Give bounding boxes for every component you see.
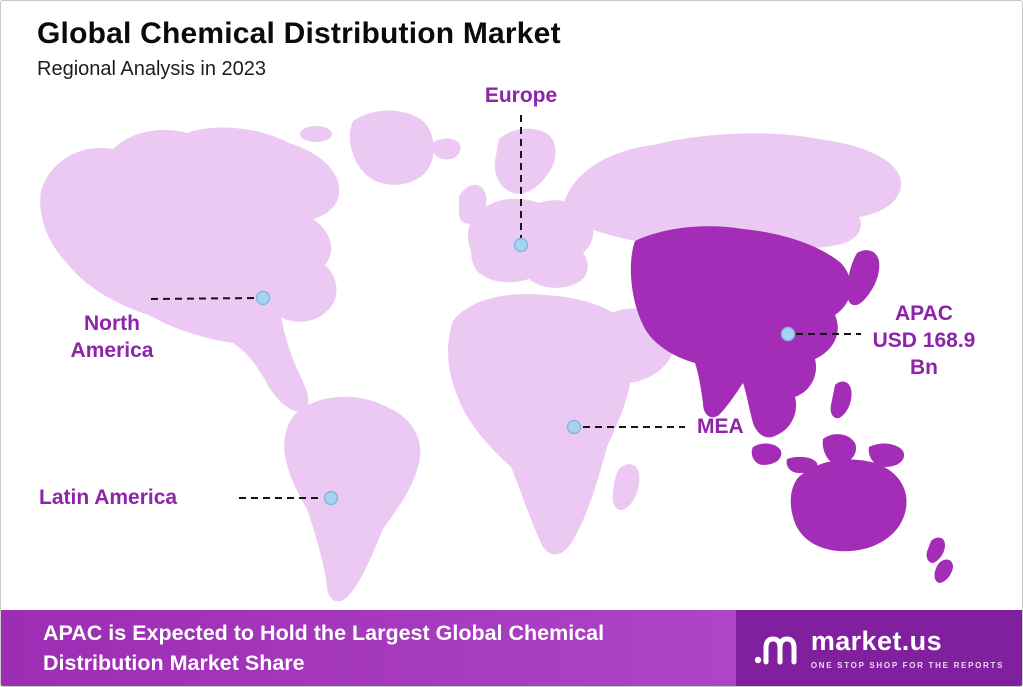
page-title: Global Chemical Distribution Market — [37, 17, 561, 50]
footer-message-area: APAC is Expected to Hold the Largest Glo… — [1, 610, 736, 686]
scandinavia-shape — [494, 128, 556, 194]
page-subtitle: Regional Analysis in 2023 — [37, 58, 267, 80]
brand-name: market.us — [810, 626, 942, 656]
europe-mainland-shape — [467, 198, 594, 288]
iceland-shape — [433, 138, 461, 160]
north-america-label: North America — [70, 312, 154, 362]
greenland-shape — [349, 110, 434, 185]
header: Global Chemical Distribution Market Regi… — [37, 17, 561, 81]
europe-marker — [513, 237, 529, 253]
australia-shape — [790, 459, 907, 552]
footer-message: APAC is Expected to Hold the Largest Glo… — [43, 620, 605, 675]
philippines-shape — [830, 381, 852, 419]
brand-area: market.us ONE STOP SHOP FOR THE REPORTS — [736, 610, 1022, 686]
sumatra-shape — [751, 443, 782, 465]
arctic-island-shape — [286, 151, 308, 163]
leader-lines — [150, 115, 861, 499]
asia-apac-shape — [630, 226, 852, 438]
light-regions — [40, 110, 902, 602]
africa-shape — [448, 294, 642, 555]
apac-value-label: APAC USD 168.9 Bn — [872, 302, 976, 379]
arctic-island-shape — [300, 126, 332, 142]
latin-america-label: Latin America — [39, 486, 178, 509]
brand-text-block: market.us ONE STOP SHOP FOR THE REPORTS — [811, 626, 1004, 670]
madagascar-shape — [612, 464, 640, 511]
mea-marker — [566, 419, 582, 435]
footer-banner: APAC is Expected to Hold the Largest Glo… — [1, 610, 1022, 686]
north-america-shape — [40, 127, 340, 412]
north-america-leader-line — [150, 297, 256, 300]
south-america-shape — [284, 396, 421, 602]
market-us-logo-icon — [754, 636, 797, 665]
borneo-shape — [822, 434, 857, 465]
markers — [255, 237, 796, 506]
europe-label: Europe — [484, 84, 558, 107]
apac-regions — [630, 226, 953, 583]
apac-marker — [780, 326, 796, 342]
new-guinea-shape — [868, 443, 905, 467]
new-zealand-north-shape — [926, 537, 945, 563]
latin-america-marker — [323, 490, 339, 506]
mea-label: MEA — [697, 415, 744, 438]
java-shape — [786, 456, 818, 473]
north-asia-shape — [563, 133, 902, 252]
brand-tagline: ONE STOP SHOP FOR THE REPORTS — [810, 661, 1005, 670]
new-zealand-south-shape — [934, 559, 953, 583]
japan-shape — [847, 250, 880, 306]
north-america-marker — [255, 290, 271, 306]
